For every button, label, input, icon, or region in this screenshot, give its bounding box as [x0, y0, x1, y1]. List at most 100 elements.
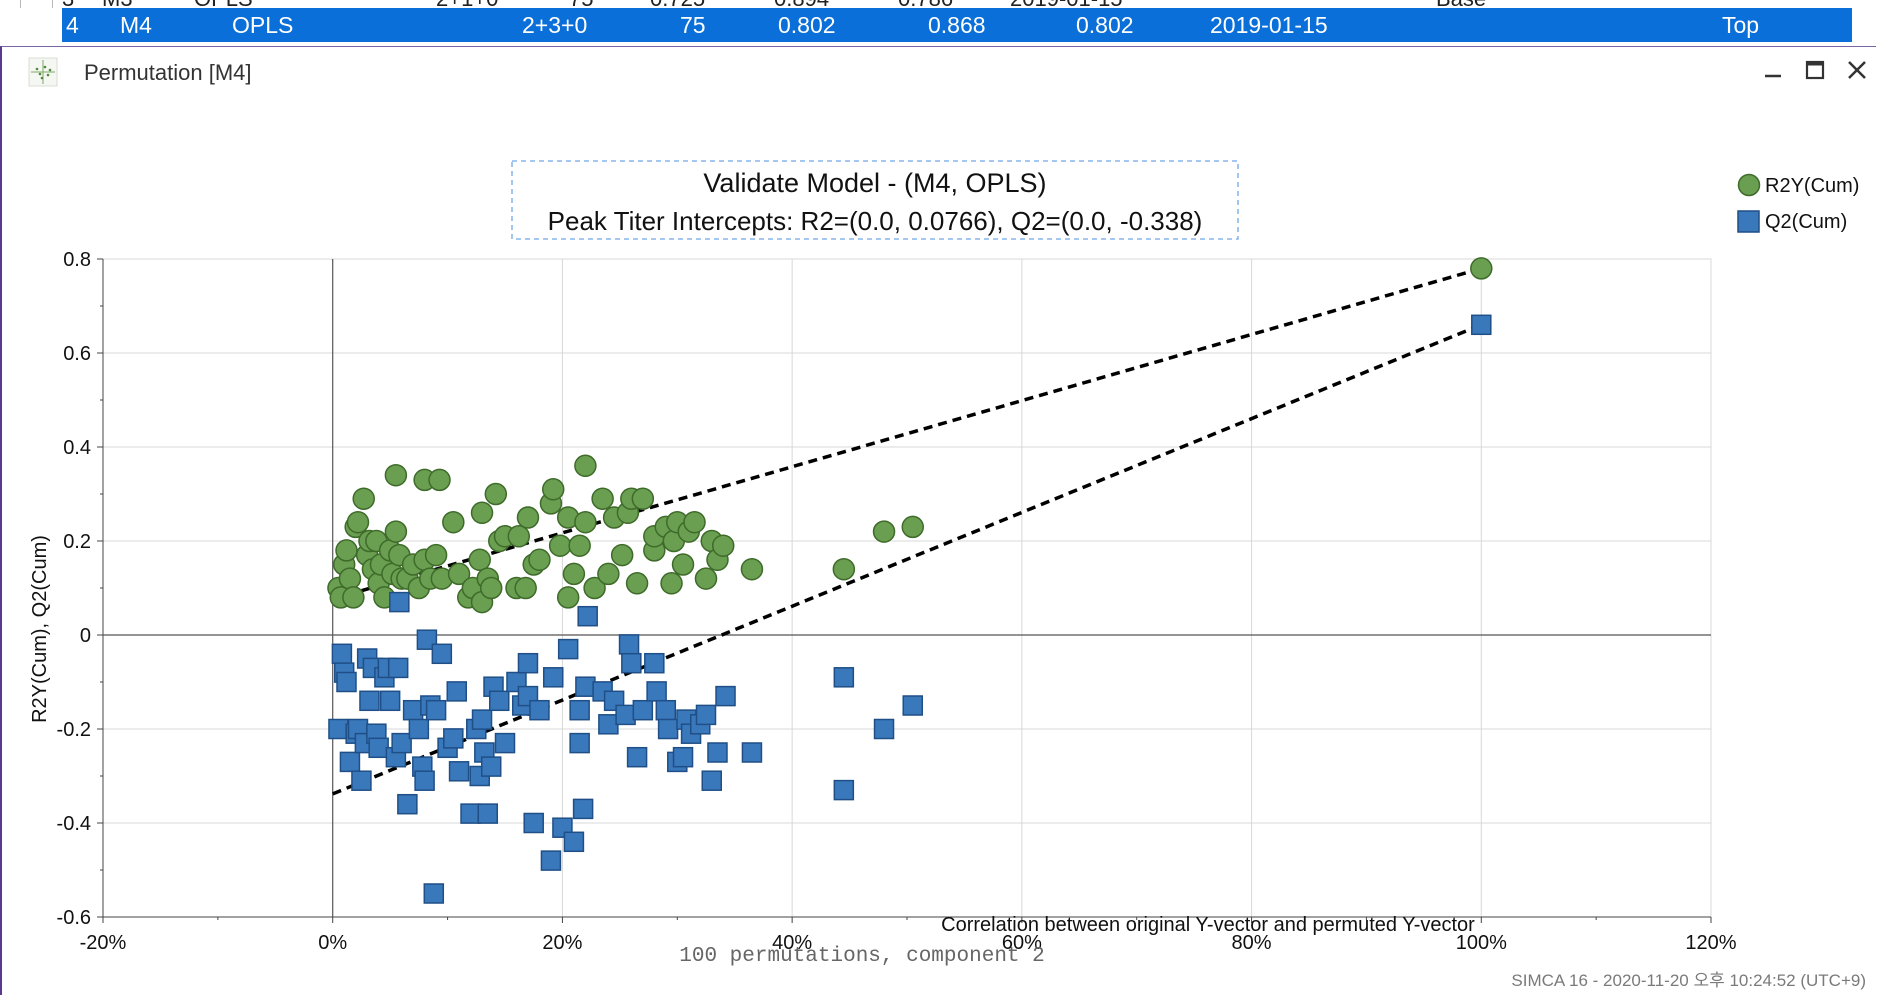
- q2-point[interactable]: [715, 685, 736, 707]
- r2y-point[interactable]: [338, 567, 362, 590]
- q2-point[interactable]: [569, 732, 590, 754]
- q2-point[interactable]: [368, 737, 389, 759]
- q2-point[interactable]: [443, 728, 464, 749]
- q2-point[interactable]: [563, 831, 585, 853]
- q2-point[interactable]: [389, 591, 410, 613]
- r2y-point[interactable]: [442, 510, 465, 534]
- q2-point[interactable]: [391, 732, 412, 754]
- q2-point[interactable]: [425, 699, 447, 721]
- q2-point[interactable]: [331, 643, 353, 665]
- q2-point[interactable]: [833, 667, 855, 688]
- q2-point[interactable]: [517, 652, 539, 674]
- r2y-point[interactable]: [583, 576, 606, 600]
- table-row-selected[interactable]: 4 M4 OPLS 2+3+0 75 0.802 0.868 0.802 201…: [62, 8, 1852, 42]
- r2y-point[interactable]: [384, 520, 408, 543]
- q2-point[interactable]: [328, 718, 349, 740]
- r2y-point[interactable]: [384, 463, 408, 487]
- q2-point[interactable]: [460, 803, 481, 824]
- r2y-point[interactable]: [479, 576, 503, 600]
- r2y-point[interactable]: [711, 534, 735, 557]
- title-box[interactable]: [511, 160, 1239, 240]
- q2-point[interactable]: [471, 709, 493, 730]
- r2y-point[interactable]: [562, 562, 586, 586]
- r2y-point[interactable]: [541, 478, 565, 501]
- r2y-point[interactable]: [597, 562, 620, 586]
- q2-point[interactable]: [423, 883, 445, 904]
- q2-point[interactable]: [833, 779, 855, 801]
- q2-point[interactable]: [397, 793, 418, 815]
- q2-point[interactable]: [489, 690, 510, 712]
- r2y-point[interactable]: [610, 543, 634, 567]
- q2-point[interactable]: [379, 690, 401, 712]
- q2-point[interactable]: [480, 756, 502, 777]
- q2-point[interactable]: [572, 798, 594, 820]
- r2y-point[interactable]: [740, 557, 764, 581]
- r2y-point[interactable]: [694, 567, 718, 590]
- r2y-point[interactable]: [335, 539, 358, 562]
- close-button[interactable]: [1842, 55, 1872, 85]
- q2-point[interactable]: [618, 634, 640, 655]
- r2y-point[interactable]: [516, 506, 540, 529]
- r2y-point[interactable]: [447, 562, 471, 586]
- q2-point[interactable]: [657, 718, 679, 740]
- q2-point[interactable]: [408, 718, 430, 740]
- maximize-button[interactable]: [1800, 55, 1830, 85]
- q2-point[interactable]: [477, 803, 499, 824]
- r2y-point[interactable]: [352, 487, 375, 510]
- q2-point[interactable]: [523, 812, 544, 834]
- r2y-point[interactable]: [660, 572, 683, 595]
- q2-point[interactable]: [336, 671, 357, 693]
- r2y-point[interactable]: [428, 468, 451, 492]
- r2y-point[interactable]: [631, 487, 655, 510]
- r2y-point[interactable]: [574, 510, 597, 534]
- q2-point[interactable]: [448, 761, 470, 782]
- q2-point[interactable]: [1471, 314, 1492, 336]
- r2y-point[interactable]: [872, 520, 896, 543]
- q2-point[interactable]: [615, 704, 636, 726]
- q2-point[interactable]: [387, 657, 409, 679]
- q2-point[interactable]: [741, 742, 763, 763]
- r2y-point[interactable]: [683, 510, 706, 534]
- q2-point[interactable]: [644, 652, 665, 674]
- q2-point[interactable]: [655, 699, 677, 721]
- r2y-point[interactable]: [470, 501, 494, 525]
- q2-point[interactable]: [695, 704, 717, 726]
- r2y-point[interactable]: [901, 515, 924, 539]
- r2y-point[interactable]: [832, 557, 856, 581]
- r2y-point[interactable]: [625, 572, 649, 595]
- r2y-point[interactable]: [346, 510, 370, 534]
- q2-point[interactable]: [359, 690, 380, 712]
- window-titlebar[interactable]: Permutation [M4]: [2, 47, 1876, 97]
- q2-point[interactable]: [575, 676, 596, 697]
- r2y-point[interactable]: [568, 534, 591, 557]
- q2-point[interactable]: [873, 718, 895, 740]
- r2y-point[interactable]: [591, 487, 614, 510]
- r2y-point[interactable]: [1470, 257, 1493, 280]
- q2-point[interactable]: [569, 699, 590, 721]
- r2y-point[interactable]: [507, 525, 531, 548]
- r2y-point[interactable]: [484, 482, 508, 506]
- q2-point[interactable]: [598, 714, 619, 735]
- q2-point[interactable]: [626, 746, 648, 768]
- q2-point[interactable]: [707, 742, 728, 763]
- q2-point[interactable]: [902, 695, 923, 716]
- q2-point[interactable]: [431, 643, 453, 665]
- q2-point[interactable]: [414, 770, 435, 791]
- q2-point[interactable]: [621, 652, 642, 674]
- q2-point[interactable]: [446, 681, 468, 702]
- r2y-point[interactable]: [574, 454, 597, 478]
- q2-point[interactable]: [339, 751, 361, 773]
- q2-point[interactable]: [632, 699, 654, 721]
- q2-point[interactable]: [577, 605, 598, 627]
- q2-point[interactable]: [646, 681, 667, 702]
- q2-point[interactable]: [540, 850, 562, 871]
- minimize-button[interactable]: [1758, 55, 1788, 85]
- q2-point[interactable]: [402, 699, 424, 721]
- r2y-point[interactable]: [548, 534, 572, 557]
- q2-point[interactable]: [351, 770, 372, 791]
- r2y-point[interactable]: [424, 543, 448, 567]
- q2-point[interactable]: [701, 770, 722, 791]
- q2-point[interactable]: [494, 732, 516, 754]
- r2y-point[interactable]: [468, 548, 491, 572]
